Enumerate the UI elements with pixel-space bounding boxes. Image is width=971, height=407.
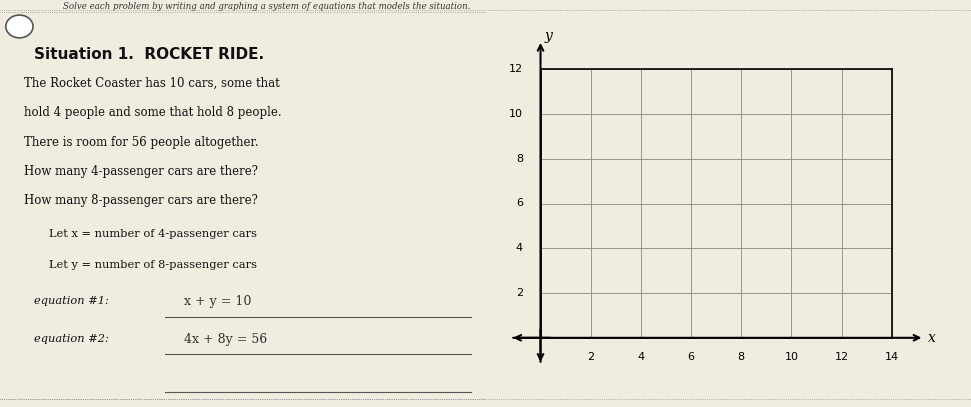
Text: 6: 6 [687,352,694,362]
Circle shape [6,15,33,38]
Text: There is room for 56 people altogether.: There is room for 56 people altogether. [24,136,259,149]
Text: The Rocket Coaster has 10 cars, some that: The Rocket Coaster has 10 cars, some tha… [24,77,280,90]
Text: equation #1:: equation #1: [34,296,109,306]
Text: x + y = 10: x + y = 10 [184,295,251,308]
Text: 2: 2 [587,352,594,362]
Text: 6: 6 [516,199,523,208]
Text: 10: 10 [509,109,523,119]
Text: 14: 14 [885,352,899,362]
Text: hold 4 people and some that hold 8 people.: hold 4 people and some that hold 8 peopl… [24,106,282,119]
Text: Let y = number of 8-passenger cars: Let y = number of 8-passenger cars [49,260,256,269]
Text: Situation 1.  ROCKET RIDE.: Situation 1. ROCKET RIDE. [34,48,264,62]
Text: 2: 2 [516,288,523,298]
Text: 8: 8 [516,154,523,164]
Text: How many 4-passenger cars are there?: How many 4-passenger cars are there? [24,165,258,178]
Text: 4: 4 [637,352,645,362]
Text: 4x + 8y = 56: 4x + 8y = 56 [184,333,268,346]
Text: Let x = number of 4-passenger cars: Let x = number of 4-passenger cars [49,229,256,239]
Text: 10: 10 [785,352,798,362]
Text: 12: 12 [834,352,849,362]
Text: 12: 12 [509,64,523,74]
Text: x: x [928,331,936,345]
Text: Solve each problem by writing and graphing a system of equations that models the: Solve each problem by writing and graphi… [63,2,471,11]
Text: 4: 4 [516,243,523,253]
Text: y: y [544,28,552,43]
Text: equation #2:: equation #2: [34,334,109,344]
Text: 8: 8 [738,352,745,362]
Text: How many 8-passenger cars are there?: How many 8-passenger cars are there? [24,194,258,207]
